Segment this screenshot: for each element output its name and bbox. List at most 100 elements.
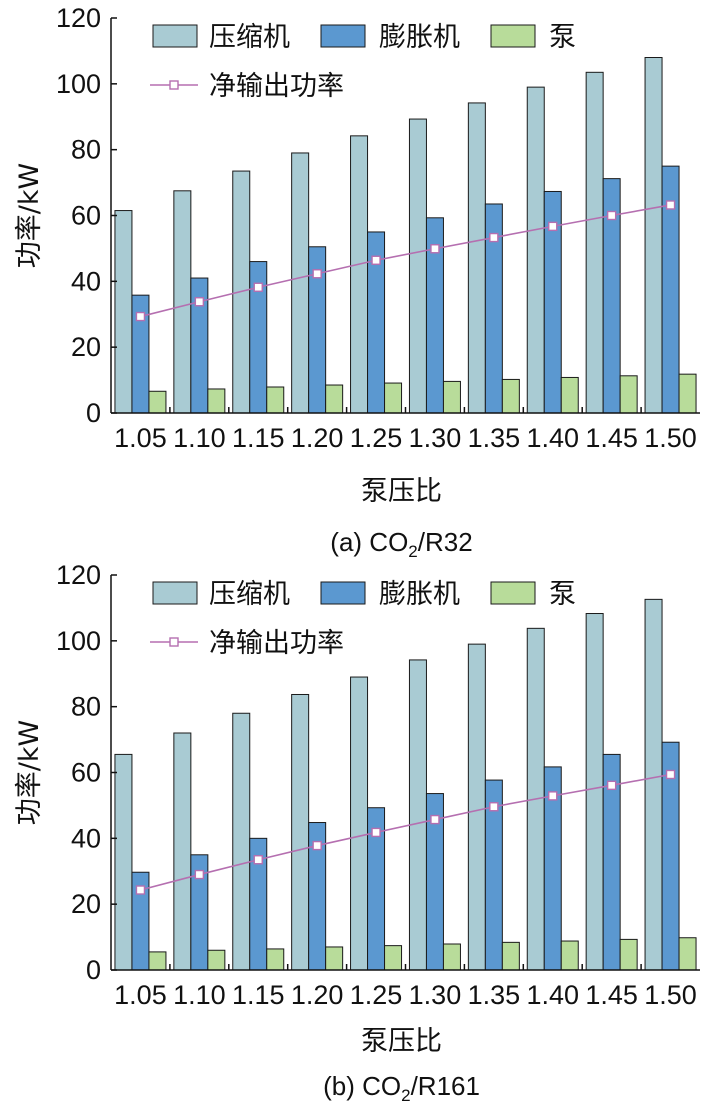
pump-bar xyxy=(325,384,344,414)
net-output-marker xyxy=(194,869,205,880)
compressor-bar xyxy=(526,86,545,414)
x-tick-label: 1.20 xyxy=(291,980,344,1010)
compressor-legend-label: 压缩机 xyxy=(209,579,290,610)
y-tick-label: 20 xyxy=(71,332,101,362)
y-tick-label: 0 xyxy=(86,398,101,428)
x-tick-label: 1.10 xyxy=(173,423,226,453)
x-axis-title: 泵压比 xyxy=(361,1026,442,1057)
panel-caption: (a) CO2/R32 xyxy=(330,527,472,561)
x-tick-label: 1.45 xyxy=(585,980,638,1010)
net-output-marker xyxy=(312,840,322,851)
net-output-marker xyxy=(489,232,499,243)
y-tick-label: 0 xyxy=(86,955,101,985)
pump-bar xyxy=(619,938,638,971)
compressor-bar xyxy=(114,210,133,414)
y-tick-label: 60 xyxy=(71,758,101,788)
compressor-bar xyxy=(585,613,604,971)
x-tick-label: 1.05 xyxy=(114,980,167,1010)
expander-legend-label: 膨胀机 xyxy=(379,579,460,610)
compressor-legend-swatch xyxy=(152,24,198,48)
x-tick-label: 1.05 xyxy=(114,423,167,453)
y-axis-title: 功率/kW xyxy=(14,163,45,268)
y-axis-title: 功率/kW xyxy=(14,720,45,825)
net-output-marker xyxy=(371,827,381,838)
net-output-marker xyxy=(430,814,440,825)
net-output-legend-marker xyxy=(169,80,179,90)
x-tick-label: 1.25 xyxy=(350,980,403,1010)
compressor-legend-swatch xyxy=(152,581,198,605)
x-tick-label: 1.40 xyxy=(526,423,579,453)
compressor-legend-label: 压缩机 xyxy=(209,22,290,53)
net-output-marker xyxy=(548,221,558,232)
x-tick-label: 1.15 xyxy=(232,980,285,1010)
y-tick-label: 80 xyxy=(71,135,101,165)
net-output-marker xyxy=(606,210,617,221)
net-output-marker xyxy=(312,269,322,279)
pump-bar xyxy=(442,380,461,414)
compressor-bar xyxy=(644,598,663,971)
compressor-bar xyxy=(291,693,310,971)
compressor-bar xyxy=(467,102,486,414)
y-tick-label: 40 xyxy=(71,266,101,296)
x-tick-label: 1.30 xyxy=(409,423,462,453)
y-tick-label: 100 xyxy=(56,69,101,99)
y-tick-label: 100 xyxy=(56,626,101,656)
x-tick-label: 1.10 xyxy=(173,980,226,1010)
expander-legend-swatch xyxy=(320,24,366,48)
compressor-bar xyxy=(408,659,427,971)
y-tick-label: 40 xyxy=(71,823,101,853)
compressor-bar xyxy=(644,57,663,414)
compressor-bar xyxy=(350,676,369,971)
pump-bar xyxy=(148,951,167,971)
net-output-marker xyxy=(194,297,205,307)
expander-legend-swatch xyxy=(320,581,366,605)
x-tick-label: 1.40 xyxy=(526,980,579,1010)
net-output-marker xyxy=(548,791,558,801)
net-output-marker xyxy=(430,244,440,254)
x-tick-label: 1.35 xyxy=(468,423,521,453)
x-tick-label: 1.25 xyxy=(350,423,403,453)
pump-bar xyxy=(325,946,344,971)
net-output-marker xyxy=(135,885,146,895)
y-tick-label: 60 xyxy=(71,201,101,231)
pump-bar xyxy=(560,376,579,414)
compressor-bar xyxy=(173,732,192,971)
pump-bar xyxy=(384,382,403,414)
pump-bar xyxy=(442,943,461,971)
x-tick-label: 1.20 xyxy=(291,423,344,453)
y-tick-label: 120 xyxy=(56,560,101,590)
net-output-legend-label: 净输出功率 xyxy=(209,71,344,102)
net-output-line xyxy=(140,773,671,891)
compressor-bar xyxy=(173,190,192,414)
compressor-bar xyxy=(232,712,251,971)
y-tick-label: 80 xyxy=(71,692,101,722)
compressor-bar xyxy=(585,71,604,414)
net-output-line xyxy=(140,204,671,318)
compressor-bar xyxy=(114,753,133,971)
pump-bar xyxy=(501,378,520,414)
compressor-bar xyxy=(467,643,486,971)
x-tick-label: 1.50 xyxy=(644,423,697,453)
panel-caption: (b) CO2/R161 xyxy=(323,1071,480,1105)
x-tick-label: 1.45 xyxy=(585,423,638,453)
compressor-bar xyxy=(408,118,427,414)
pump-bar xyxy=(207,388,226,414)
compressor-bar xyxy=(291,152,310,414)
pump-bar xyxy=(619,375,638,414)
net-output-legend-marker xyxy=(169,637,179,647)
x-tick-label: 1.50 xyxy=(644,980,697,1010)
net-output-marker xyxy=(253,855,263,865)
y-tick-label: 120 xyxy=(56,3,101,33)
x-axis-title: 泵压比 xyxy=(361,476,442,507)
compressor-bar xyxy=(350,135,369,414)
pump-legend-swatch xyxy=(490,24,536,48)
pump-legend-label: 泵 xyxy=(549,579,576,610)
pump-bar xyxy=(501,941,520,971)
pump-bar xyxy=(266,386,285,414)
net-output-marker xyxy=(665,769,676,780)
pump-bar xyxy=(266,948,285,971)
y-tick-label: 20 xyxy=(71,889,101,919)
net-output-marker xyxy=(135,311,146,322)
